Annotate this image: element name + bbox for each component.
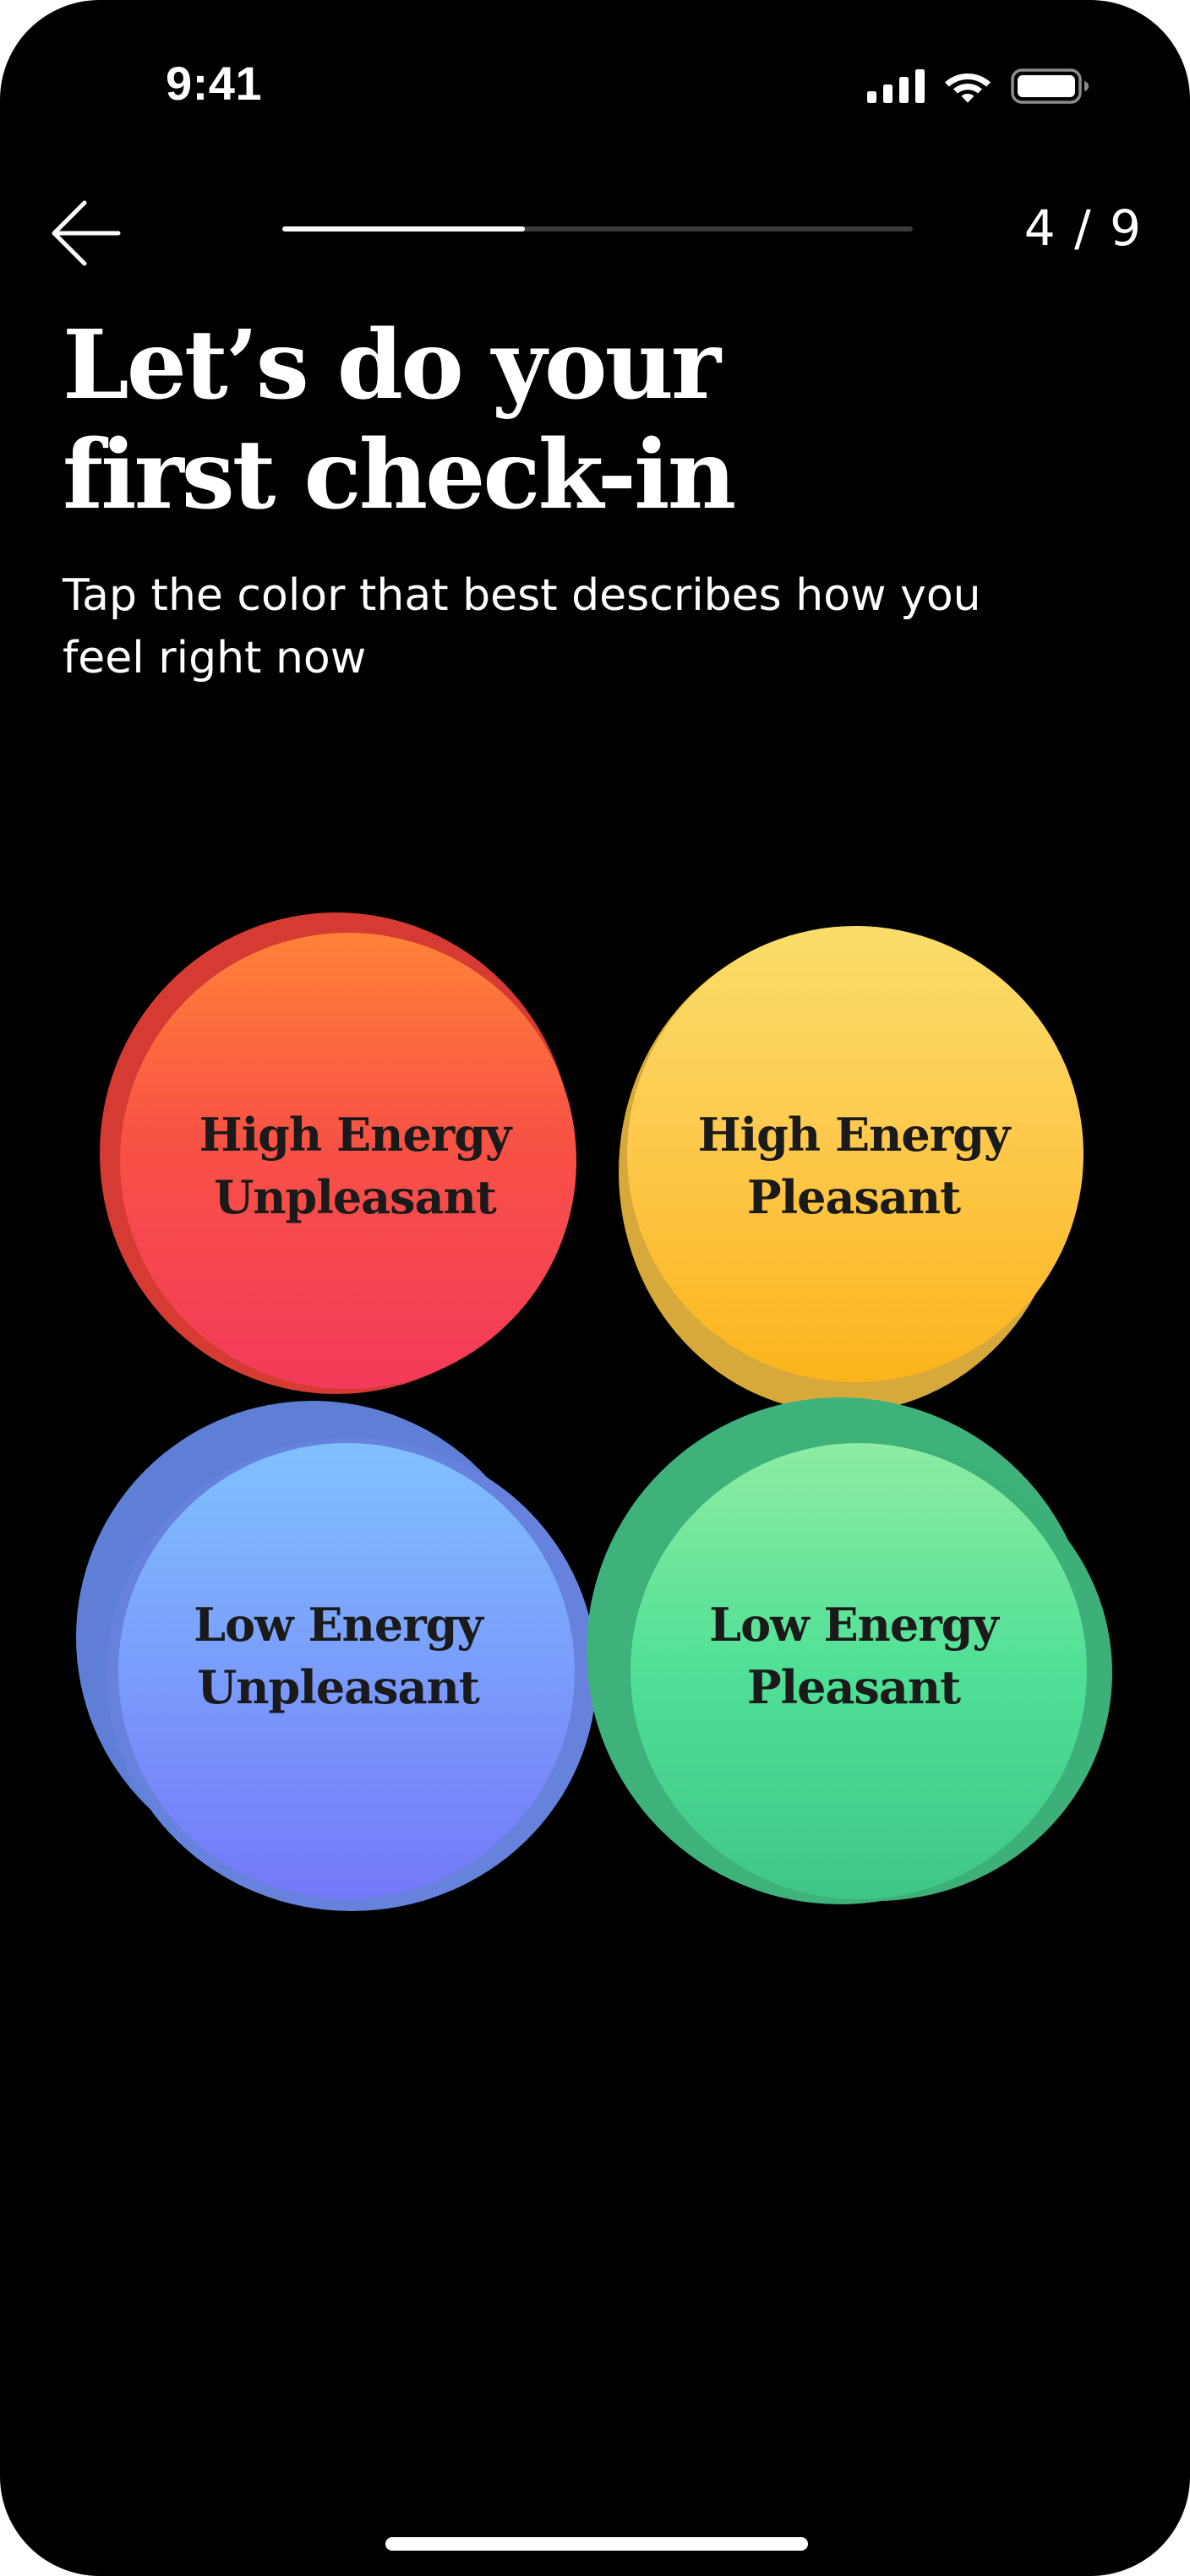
arrow-left-icon <box>52 200 121 266</box>
mood-bubble <box>118 1443 575 1899</box>
mood-high-energy-unpleasant[interactable]: High Energy Unpleasant <box>85 896 625 1436</box>
status-icons <box>867 68 1090 105</box>
mood-label-line-1: High Energy <box>697 1108 1011 1162</box>
mood-bubble <box>630 1443 1087 1899</box>
mood-label: High Energy Pleasant <box>583 1103 1124 1228</box>
mood-label-line-1: High Energy <box>199 1108 512 1162</box>
mood-label-line-1: Low Energy <box>709 1598 999 1652</box>
mood-low-energy-pleasant[interactable]: Low Energy Pleasant <box>583 1386 1124 1926</box>
mood-label-line-2: Unpleasant <box>214 1170 497 1224</box>
mood-low-energy-unpleasant[interactable]: Low Energy Unpleasant <box>68 1386 609 1926</box>
mood-label-line-2: Pleasant <box>746 1170 961 1224</box>
mood-bubble <box>120 933 576 1389</box>
mood-high-energy-pleasant[interactable]: High Energy Pleasant <box>583 896 1124 1436</box>
page-subtitle: Tap the color that best describes how yo… <box>63 570 981 683</box>
mood-label: Low Energy Pleasant <box>583 1593 1124 1718</box>
mood-label: Low Energy Unpleasant <box>68 1593 609 1718</box>
back-button[interactable] <box>49 196 123 270</box>
mood-label: High Energy Unpleasant <box>85 1103 625 1228</box>
mood-bubble <box>627 926 1084 1382</box>
home-indicator[interactable] <box>385 2537 808 2551</box>
page-title: Let’s do your first check-in <box>63 311 1077 531</box>
cellular-signal-icon <box>867 69 925 103</box>
mood-label-line-1: Low Energy <box>194 1598 483 1652</box>
wifi-icon <box>945 74 991 103</box>
progress-fill <box>282 226 525 231</box>
progress-bar <box>282 226 913 231</box>
status-time: 9:41 <box>166 57 263 110</box>
page-title-line-1: Let’s do your <box>63 310 721 421</box>
page-title-line-2: first check-in <box>63 420 736 531</box>
mood-label-line-2: Unpleasant <box>197 1660 480 1714</box>
mood-label-line-2: Pleasant <box>746 1660 961 1714</box>
step-counter: 4 / 9 <box>1024 199 1143 257</box>
battery-icon <box>1011 68 1089 104</box>
